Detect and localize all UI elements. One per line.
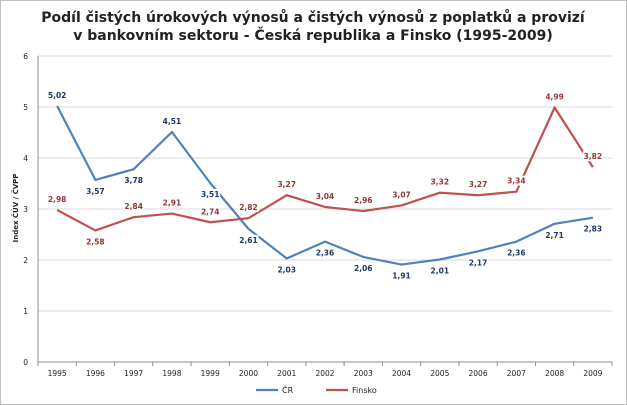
y-tick-label: 1: [23, 307, 28, 316]
data-label-bg: [123, 175, 144, 186]
y-tick-label: 3: [23, 205, 28, 214]
data-label: 2,83: [584, 225, 603, 234]
data-label: 3,78: [124, 176, 143, 185]
data-label-bg: [468, 179, 489, 190]
x-tick-label: 2005: [430, 369, 449, 378]
data-label-bg: [123, 201, 144, 212]
data-label: 2,58: [86, 237, 105, 246]
data-label-bg: [468, 257, 489, 268]
x-tick-label: 2002: [315, 369, 334, 378]
data-label-bg: [47, 194, 68, 205]
legend-label: Finsko: [352, 386, 377, 395]
series-line-finsko: [56, 106, 594, 232]
data-label: 3,04: [316, 192, 335, 201]
data-label: 1,91: [392, 272, 411, 281]
data-label-bg: [506, 247, 527, 258]
x-tick-label: 2008: [545, 369, 564, 378]
data-label-bg: [85, 236, 106, 247]
data-label: 2,36: [507, 249, 526, 258]
data-label-bg: [238, 234, 259, 245]
axis-layer: 0 1 2 3 4 5 6 1995 1996 1997 1998 1999 2000 2001 2002 2…: [23, 52, 613, 378]
data-label: 2,61: [239, 236, 258, 245]
data-label: 4,51: [163, 117, 182, 126]
data-label-bg: [315, 190, 335, 201]
x-tick-label: 2003: [354, 369, 373, 378]
data-label-bg: [353, 195, 374, 206]
data-label: 2,84: [124, 202, 143, 211]
data-label: 3,57: [86, 187, 105, 196]
data-label-bg: [582, 223, 603, 234]
x-tick-label: 2000: [239, 369, 258, 378]
data-label: 2,82: [239, 203, 258, 212]
y-tick-label: 5: [23, 103, 28, 112]
data-label-bg: [161, 197, 182, 208]
data-label-bg: [47, 89, 68, 100]
data-label: 2,91: [163, 199, 182, 208]
y-tick-label: 0: [23, 358, 28, 367]
data-label-bg: [276, 264, 297, 275]
x-tick-label: 2007: [507, 369, 526, 378]
data-label-bg: [391, 189, 412, 200]
data-label: 3,51: [201, 190, 220, 199]
data-label-bg: [161, 115, 182, 126]
x-tick-label: 2001: [277, 369, 296, 378]
data-label: 3,34: [507, 177, 526, 186]
data-label-bg: [238, 202, 259, 213]
x-tick-label: 1999: [201, 369, 220, 378]
legend-label: ČR: [282, 384, 294, 395]
chart-title-line-2: v bankovním sektoru - Česká republika a …: [73, 26, 553, 44]
data-label: 3,27: [277, 180, 296, 189]
x-tick-label: 1998: [162, 369, 181, 378]
data-label-bg: [85, 185, 106, 196]
data-label: 2,01: [431, 266, 450, 275]
data-label-bg: [200, 188, 221, 199]
x-tick-label: 2006: [469, 369, 488, 378]
data-label: 3,07: [392, 190, 411, 199]
chart-title-line-1: Podíl čistých úrokových výnosů a čistých…: [41, 9, 586, 26]
data-label-bg: [544, 229, 565, 240]
data-label: 3,82: [584, 152, 603, 161]
data-label: 3,32: [431, 178, 450, 187]
legend: ČR Finsko: [256, 384, 377, 395]
y-tick-label: 4: [23, 154, 28, 163]
data-label-bg: [200, 206, 221, 217]
data-label-bg: [544, 91, 565, 102]
data-label-bg: [429, 265, 450, 276]
data-label: 2,96: [354, 196, 373, 205]
data-label: 2,36: [316, 249, 335, 258]
y-tick-label: 6: [23, 52, 28, 61]
data-label: 5,02: [48, 91, 67, 100]
x-tick-label: 2009: [583, 369, 602, 378]
data-label-bg: [429, 176, 450, 187]
data-label-bg: [276, 179, 297, 190]
data-label: 4,99: [545, 93, 564, 102]
data-label: 2,03: [277, 265, 296, 274]
data-label-bg: [353, 262, 374, 273]
series-line-cr: [56, 105, 594, 266]
data-label: 2,17: [469, 258, 488, 267]
data-label: 2,98: [48, 195, 67, 204]
x-tick-label: 2004: [392, 369, 411, 378]
data-label-bg: [506, 175, 527, 186]
label-layer: 5,02 3,57 3,78 4,51 3,51 2,61 2,03 2,36 2,06 1,91…: [47, 89, 603, 281]
x-tick-label: 1997: [124, 369, 143, 378]
x-tick-label: 1996: [86, 369, 105, 378]
series-layer: [56, 105, 594, 266]
y-tick-label: 2: [23, 256, 28, 265]
data-label: 2,74: [201, 207, 220, 216]
x-tick-label: 1995: [48, 369, 67, 378]
y-axis-label: Index ČÚV / ČVPP: [11, 174, 20, 243]
data-label: 3,27: [469, 180, 488, 189]
data-label: 2,06: [354, 264, 373, 273]
data-label-bg: [315, 247, 335, 258]
data-label: 2,71: [545, 231, 564, 240]
data-label-bg: [391, 270, 412, 281]
data-label-bg: [582, 151, 603, 162]
